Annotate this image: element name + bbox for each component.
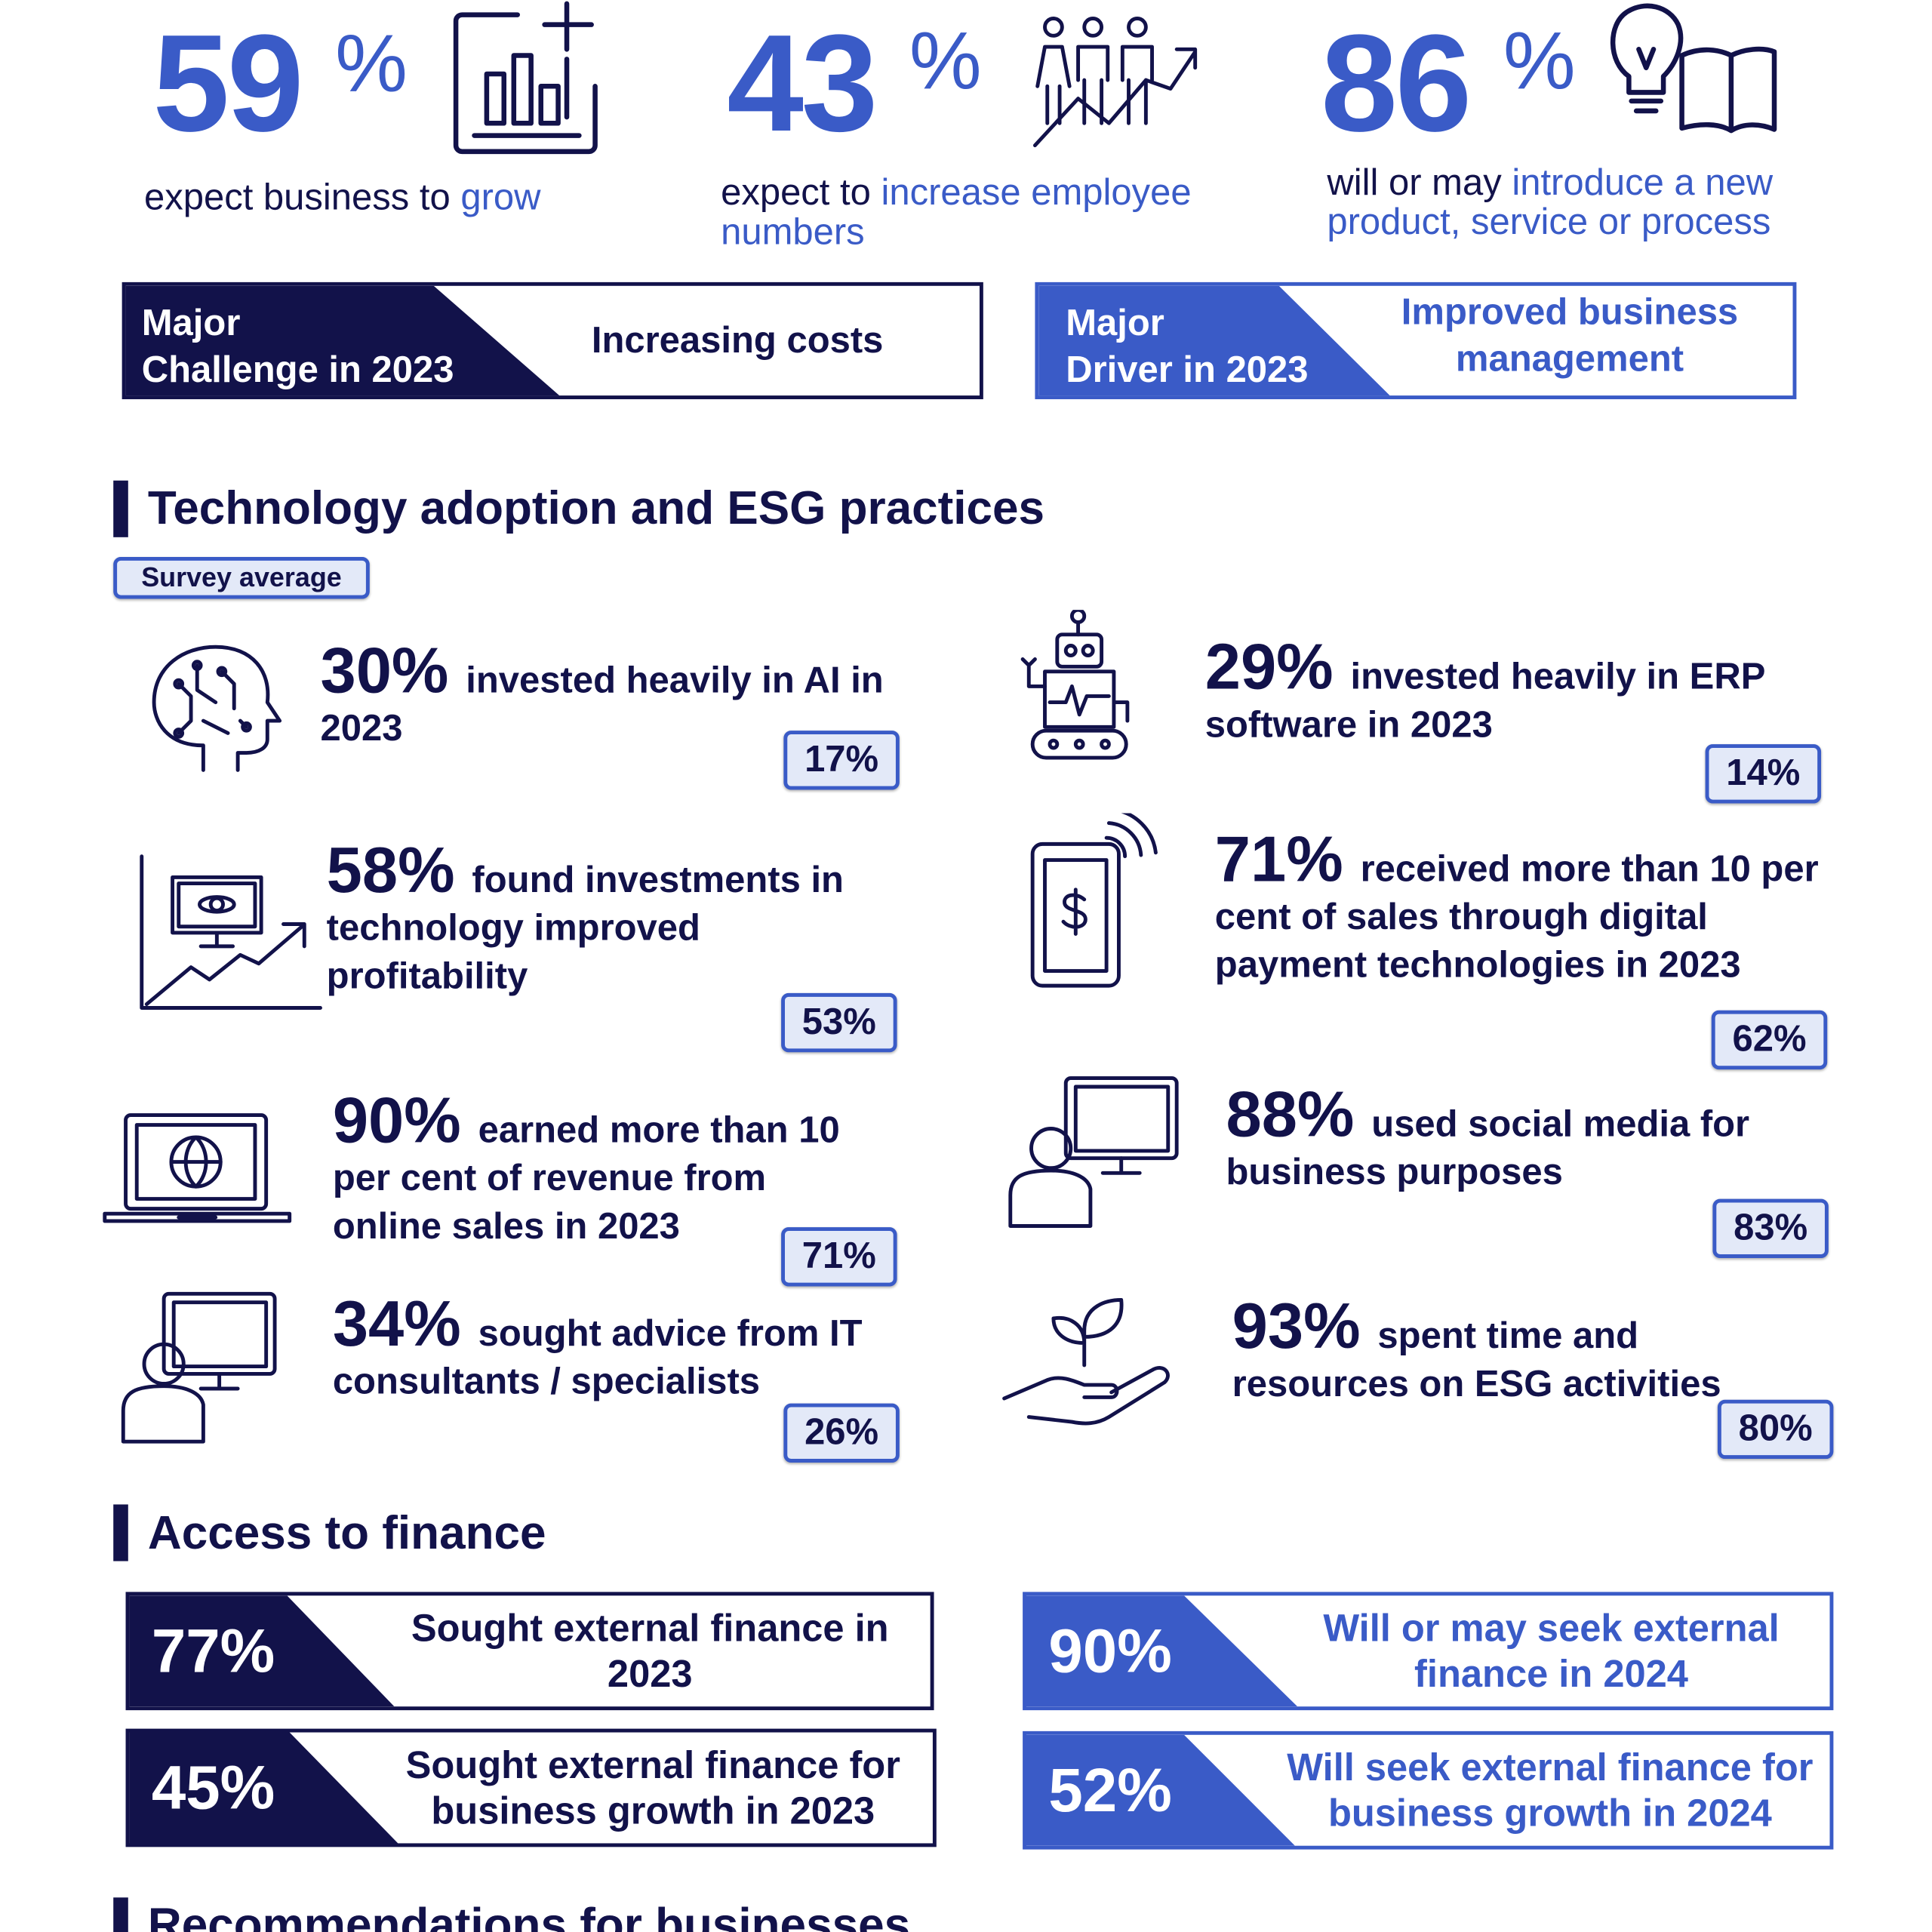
finance-text: Will or may seek external finance in 202… xyxy=(1323,1606,1780,1696)
item-text: 93% spent time and resources on ESG activ… xyxy=(1232,1295,1725,1409)
finance-text: Sought external finance in 2023 xyxy=(411,1606,889,1696)
item-icon xyxy=(1002,1297,1170,1426)
stat-caption: expect to increase employee numbers xyxy=(721,172,1214,253)
stat-number: 86 xyxy=(1321,6,1472,161)
caption-text: expect to xyxy=(721,172,871,214)
item-description: used social media for business purposes xyxy=(1226,1103,1750,1193)
item-description: spent time and resources on ESG activiti… xyxy=(1232,1315,1721,1405)
average-badge: 53% xyxy=(781,992,897,1053)
box-label: Major Challenge in 2023 xyxy=(142,300,454,394)
average-badge: 83% xyxy=(1712,1198,1829,1258)
item-text: 90% earned more than 10 per cent of reven… xyxy=(332,1089,875,1251)
item-icon xyxy=(103,1113,292,1223)
item-description: received more than 10 per cent of sales … xyxy=(1214,848,1819,986)
item-percent: 90% xyxy=(332,1085,461,1158)
item-percent: 34% xyxy=(332,1288,461,1361)
finance-percent: 45% xyxy=(151,1753,275,1823)
label-line: Driver in 2023 xyxy=(1066,349,1309,391)
item-description: sought advice from IT consultants / spec… xyxy=(332,1313,863,1402)
item-text: 71% received more than 10 per cent of sal… xyxy=(1214,828,1868,989)
item-percent: 29% xyxy=(1204,632,1334,704)
item-percent: 30% xyxy=(320,635,449,708)
finance-percent: 90% xyxy=(1048,1617,1172,1686)
item-description: earned more than 10 per cent of revenue … xyxy=(332,1110,840,1247)
caption-text: will or may xyxy=(1327,162,1502,204)
finance-box: 77% Sought external finance in 2023 xyxy=(125,1592,934,1711)
item-text: 88% used social media for business purpos… xyxy=(1226,1083,1804,1197)
employees-icon xyxy=(1032,17,1198,148)
caption-emphasis: grow xyxy=(460,177,541,218)
item-text: 58% found investments in technology impro… xyxy=(326,839,869,1000)
driver-box: Major Driver in 2023 Improved business ma… xyxy=(1035,281,1797,399)
box-value: Improved business management xyxy=(1401,291,1739,380)
label-line: Challenge in 2023 xyxy=(141,349,454,391)
section-bar xyxy=(113,1504,128,1561)
stat-caption: will or may introduce a new product, ser… xyxy=(1327,162,1801,243)
finance-text: Sought external finance for business gro… xyxy=(405,1743,900,1832)
legend-badge: Survey average xyxy=(113,556,370,599)
item-icon xyxy=(1030,813,1158,988)
average-badge: 62% xyxy=(1711,1010,1828,1070)
box-shape xyxy=(1026,1734,1295,1846)
item-description: invested heavily in ERP software in 2023 xyxy=(1204,657,1765,746)
average-badge: 71% xyxy=(781,1227,897,1287)
item-icon xyxy=(121,1291,277,1444)
innovation-icon xyxy=(1610,3,1777,134)
finance-text: Will seek external finance for business … xyxy=(1287,1746,1814,1835)
box-shape xyxy=(1038,285,1390,396)
caption-emphasis: introduce a new product, service or proc… xyxy=(1327,162,1774,243)
box-shape xyxy=(125,285,560,396)
box-shape xyxy=(1026,1595,1298,1707)
finance-percent: 52% xyxy=(1048,1755,1172,1825)
growth-icon xyxy=(453,1,598,155)
item-text: 34% sought advice from IT consultants / s… xyxy=(332,1293,875,1406)
item-percent: 93% xyxy=(1232,1291,1361,1363)
item-description: found investments in technology improved… xyxy=(326,860,844,997)
stat-unit: % xyxy=(1503,14,1576,106)
finance-box: 52% Will seek external finance for busine… xyxy=(1023,1730,1834,1850)
box-label: Major Driver in 2023 xyxy=(1066,300,1308,394)
item-description: invested heavily in AI in 2023 xyxy=(320,660,884,749)
item-icon xyxy=(140,854,322,1010)
challenge-box: Major Challenge in 2023 Increasing costs xyxy=(122,281,983,399)
label-line: Major xyxy=(141,303,241,344)
item-icon xyxy=(1020,610,1130,760)
box-shape xyxy=(129,1595,395,1707)
section-title: Access to finance xyxy=(147,1508,546,1560)
section-bar xyxy=(113,1897,128,1932)
item-icon xyxy=(1008,1076,1179,1228)
finance-percent: 77% xyxy=(151,1617,275,1686)
label-line: Major xyxy=(1066,303,1164,344)
average-badge: 80% xyxy=(1717,1399,1834,1460)
item-icon xyxy=(152,645,282,772)
average-badge: 14% xyxy=(1705,744,1822,804)
stat-unit: % xyxy=(909,14,982,106)
item-percent: 71% xyxy=(1214,824,1343,896)
box-shape xyxy=(129,1732,398,1844)
item-percent: 88% xyxy=(1226,1079,1355,1151)
average-badge: 17% xyxy=(783,731,900,790)
section-bar xyxy=(113,480,128,537)
stat-unit: % xyxy=(335,17,408,109)
stat-number: 59 xyxy=(152,6,303,161)
section-title: Technology adoption and ESG practices xyxy=(147,483,1045,535)
average-badge: 26% xyxy=(783,1403,900,1463)
section-title: Recommendations for businesses xyxy=(147,1900,911,1932)
caption-text: expect business to xyxy=(144,177,451,218)
stat-number: 43 xyxy=(727,6,878,161)
item-text: 29% invested heavily in ERP software in 2… xyxy=(1204,635,1858,749)
box-value: Increasing costs xyxy=(591,319,884,361)
caption-emphasis: increase employee numbers xyxy=(721,172,1192,253)
finance-box: 90% Will or may seek external finance in … xyxy=(1023,1592,1834,1711)
finance-box: 45% Sought external finance for business … xyxy=(125,1728,937,1847)
item-text: 30% invested heavily in AI in 2023 xyxy=(320,639,899,753)
item-percent: 58% xyxy=(326,835,455,907)
stat-caption: expect business to grow xyxy=(144,177,662,218)
